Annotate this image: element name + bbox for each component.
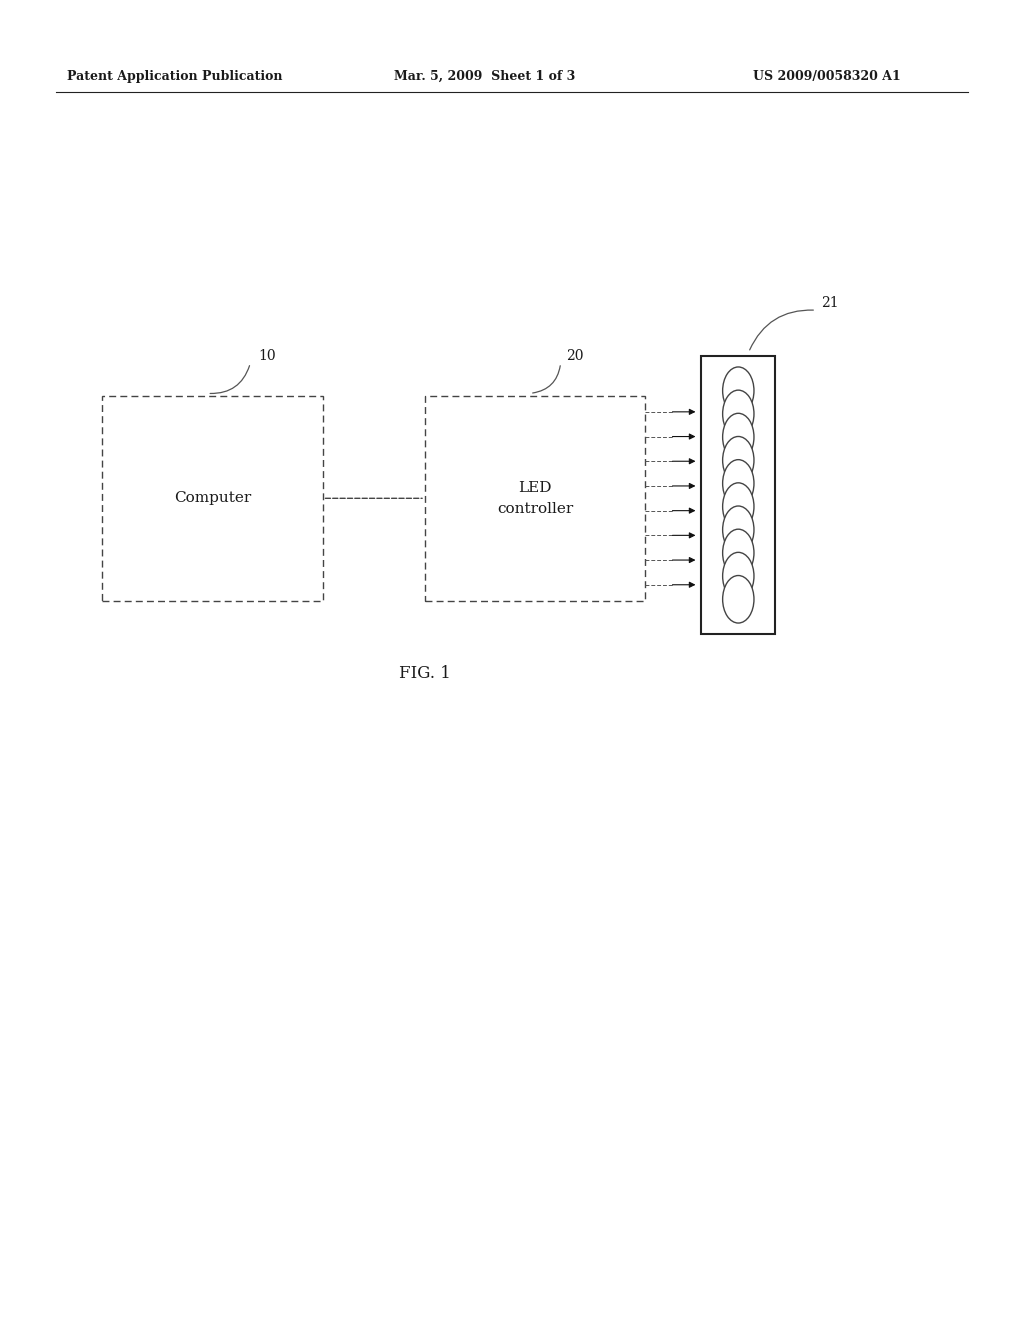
Text: 20: 20 bbox=[565, 348, 584, 363]
Ellipse shape bbox=[723, 367, 754, 414]
Ellipse shape bbox=[723, 459, 754, 507]
Ellipse shape bbox=[723, 391, 754, 438]
Text: 21: 21 bbox=[821, 296, 839, 310]
Text: FIG. 1: FIG. 1 bbox=[399, 665, 451, 681]
Ellipse shape bbox=[723, 552, 754, 599]
Text: Computer: Computer bbox=[174, 491, 251, 506]
Ellipse shape bbox=[723, 506, 754, 553]
Ellipse shape bbox=[723, 529, 754, 577]
Bar bbox=[701, 356, 775, 634]
Text: US 2009/0058320 A1: US 2009/0058320 A1 bbox=[753, 70, 900, 83]
Ellipse shape bbox=[723, 437, 754, 484]
Ellipse shape bbox=[723, 576, 754, 623]
Bar bbox=[425, 396, 645, 601]
Text: 10: 10 bbox=[258, 348, 276, 363]
Text: Patent Application Publication: Patent Application Publication bbox=[67, 70, 282, 83]
Text: Mar. 5, 2009  Sheet 1 of 3: Mar. 5, 2009 Sheet 1 of 3 bbox=[394, 70, 575, 83]
Bar bbox=[102, 396, 323, 601]
Ellipse shape bbox=[723, 483, 754, 531]
Ellipse shape bbox=[723, 413, 754, 461]
Text: LED
controller: LED controller bbox=[497, 480, 573, 516]
